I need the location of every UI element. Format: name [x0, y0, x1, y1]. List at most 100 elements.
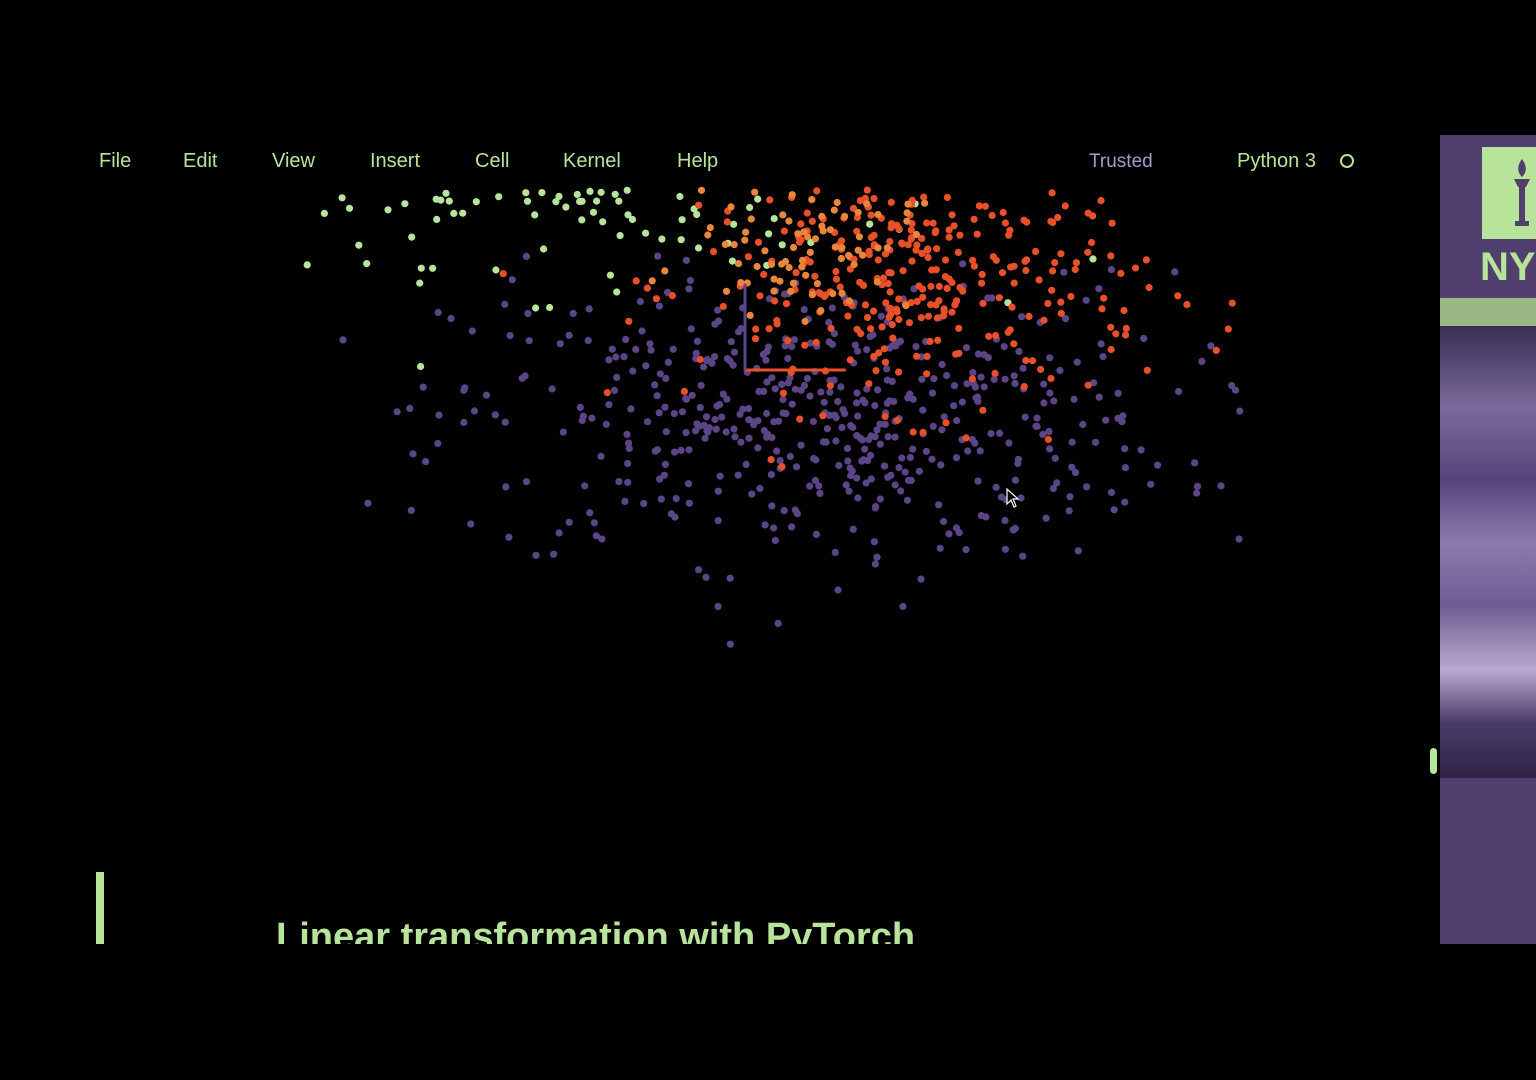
- scatter-point: [770, 287, 778, 295]
- scatter-point: [726, 640, 734, 648]
- scatter-point: [866, 220, 874, 228]
- scatter-point: [1117, 269, 1125, 277]
- scatter-point: [920, 193, 928, 201]
- menu-help[interactable]: Help: [677, 150, 719, 172]
- scatter-point: [597, 188, 605, 196]
- scatter-point: [522, 478, 531, 486]
- scatter-point: [923, 370, 931, 378]
- menu-view[interactable]: View: [272, 150, 315, 172]
- scatter-point: [578, 416, 586, 425]
- scatter-point: [752, 325, 760, 333]
- scatter-point: [460, 418, 468, 426]
- scatter-point: [532, 304, 540, 312]
- scatter-point: [647, 346, 655, 354]
- scatter-point: [1015, 347, 1023, 356]
- scatter-point: [859, 281, 868, 289]
- scatter-point: [1071, 265, 1079, 274]
- scatter-point: [384, 206, 392, 214]
- scatter-point: [697, 381, 705, 389]
- scatter-point: [941, 256, 950, 264]
- scatter-point: [636, 297, 645, 306]
- scatter-point: [882, 299, 890, 307]
- scatter-point: [407, 506, 415, 514]
- scatter-point: [853, 389, 861, 397]
- scatter-point: [409, 450, 417, 458]
- scatter-point: [502, 483, 510, 491]
- scatter-point: [899, 602, 907, 611]
- menu-kernel[interactable]: Kernel: [563, 150, 621, 172]
- scatter-point: [761, 247, 769, 255]
- scatter-point: [876, 495, 884, 503]
- scatter-point: [779, 395, 787, 404]
- scatter-point: [1011, 476, 1020, 484]
- scatter-point: [1183, 301, 1191, 309]
- scatter-point: [1018, 313, 1026, 321]
- scatter-point: [652, 295, 661, 303]
- scatter-point: [422, 458, 430, 466]
- scatter-point: [1011, 524, 1019, 533]
- scatter-point: [1074, 547, 1082, 555]
- scrollbar-thumb[interactable]: [1430, 748, 1437, 774]
- scatter-point: [450, 209, 458, 217]
- scatter-point: [682, 256, 691, 264]
- scatter-series-0: [303, 186, 1097, 371]
- scatter-point: [1107, 266, 1115, 274]
- scatter-point: [702, 573, 710, 581]
- scatter-point: [863, 313, 872, 322]
- menu-insert[interactable]: Insert: [370, 150, 421, 172]
- scatter-point: [767, 456, 775, 464]
- trusted-indicator[interactable]: Trusted: [1089, 151, 1153, 172]
- scatter-point: [737, 279, 745, 287]
- scatter-point: [816, 489, 824, 497]
- scatter-point: [812, 530, 821, 539]
- scatter-point: [980, 383, 988, 391]
- scatter-point: [1228, 299, 1236, 307]
- scatter-point: [1122, 324, 1130, 332]
- markdown-cell[interactable]: Linear transformation with PyTorch: [0, 880, 1420, 944]
- scatter-point: [1095, 285, 1103, 293]
- scatter-point: [853, 432, 861, 440]
- scatter-point: [742, 460, 750, 468]
- menu-edit[interactable]: Edit: [183, 150, 218, 172]
- scatter-point: [869, 331, 877, 339]
- kernel-name[interactable]: Python 3: [1237, 150, 1316, 172]
- scatter-point: [1028, 357, 1037, 365]
- scatter-point: [884, 280, 892, 288]
- scatter-point: [948, 211, 956, 219]
- scatter-point: [433, 215, 441, 223]
- scatter-point: [826, 388, 834, 396]
- scatter-point: [1112, 330, 1120, 338]
- scatter-point: [592, 532, 600, 540]
- menu-file[interactable]: File: [99, 150, 132, 172]
- scatter-point: [874, 256, 882, 264]
- scatter-point: [1142, 256, 1150, 264]
- scatter-point: [943, 193, 952, 201]
- scatter-point: [624, 211, 632, 219]
- scatter-point: [928, 266, 936, 274]
- scatter-point: [999, 208, 1007, 217]
- menu-cell[interactable]: Cell: [475, 150, 510, 172]
- scatter-point: [653, 392, 661, 400]
- scatter-point: [789, 279, 798, 287]
- scatter-point: [940, 312, 948, 320]
- scatter-point: [889, 334, 897, 342]
- scatter-point: [978, 270, 986, 278]
- scatter-point: [912, 230, 921, 239]
- scatter-point: [499, 270, 507, 278]
- scatter-point: [998, 269, 1007, 277]
- scatter-point: [963, 380, 971, 388]
- scatter-point: [642, 229, 650, 237]
- scatter-point: [968, 375, 977, 383]
- scatter-point: [797, 236, 805, 244]
- scatter-point: [643, 284, 652, 292]
- scatter-point: [505, 533, 513, 541]
- scatter-point: [779, 389, 788, 397]
- scatter-point: [806, 482, 814, 490]
- scatter-point: [1014, 455, 1023, 463]
- scatter-point: [861, 301, 870, 309]
- scatter-point: [435, 411, 443, 419]
- scatter-point: [892, 305, 901, 313]
- scatter-point: [685, 499, 694, 507]
- scatter-point: [833, 198, 841, 207]
- scatter-point: [879, 274, 888, 282]
